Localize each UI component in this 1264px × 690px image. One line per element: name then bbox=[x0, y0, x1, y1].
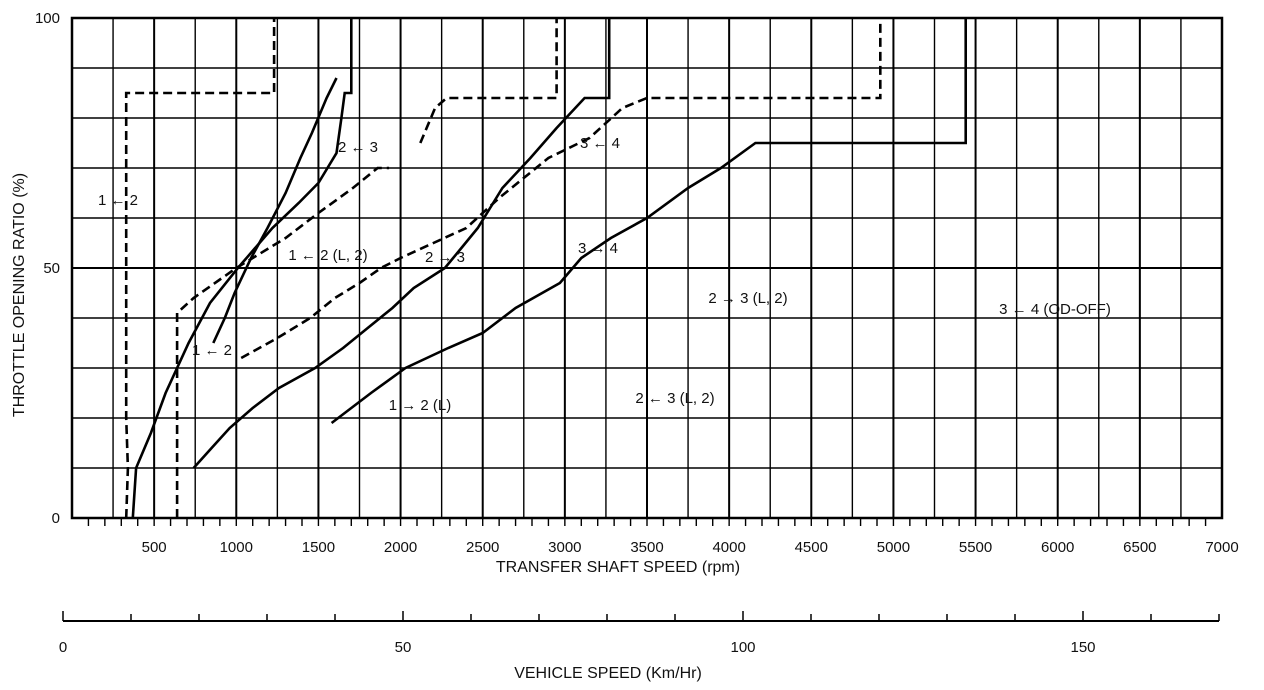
shift-line-8 bbox=[330, 18, 968, 425]
annotation-1-2-mid: 1 ← 2 bbox=[192, 342, 232, 359]
y-tick-label: 100 bbox=[35, 10, 60, 27]
x-tick-label: 1000 bbox=[220, 539, 253, 556]
x-tick-label: 5000 bbox=[877, 539, 910, 556]
x-tick-label: 4000 bbox=[712, 539, 745, 556]
annotation-3-4-down: 3 ← 4 bbox=[580, 135, 620, 152]
y-tick-label: 50 bbox=[43, 260, 60, 277]
x-tick-label: 1500 bbox=[302, 539, 335, 556]
labels: TRANSFER SHAFT SPEED (rpm) THROTTLE OPEN… bbox=[11, 135, 1111, 682]
grid bbox=[72, 18, 1222, 518]
shift-line-1 bbox=[124, 18, 276, 519]
annotation-1-2-l: 1 → 2 (L) bbox=[389, 397, 452, 414]
x-tick-label: 3000 bbox=[548, 539, 581, 556]
shift-line-3 bbox=[131, 18, 353, 519]
x-tick-label: 4500 bbox=[795, 539, 828, 556]
x-tick-label: 500 bbox=[142, 539, 167, 556]
annotation-3-4-up: 3 → 4 bbox=[578, 240, 618, 257]
shift-line-2 bbox=[175, 166, 390, 518]
annotation-2-3-l2-up: 2 → 3 (L, 2) bbox=[708, 290, 787, 307]
x2-tick-label: 150 bbox=[1070, 639, 1095, 656]
shift-line-7 bbox=[419, 18, 558, 144]
annotation-1-2-dashed-left: 1 ← 2 bbox=[98, 192, 138, 209]
x2-tick-label: 0 bbox=[59, 639, 67, 656]
x2-tick-label: 100 bbox=[730, 639, 755, 656]
shift-line-6 bbox=[192, 18, 611, 469]
series-group bbox=[124, 18, 968, 519]
shift-line-4 bbox=[212, 77, 338, 344]
annotation-1-2-l2: 1 ← 2 (L, 2) bbox=[288, 247, 367, 264]
x-tick-label: 3500 bbox=[630, 539, 663, 556]
x-tick-label: 2000 bbox=[384, 539, 417, 556]
x-tick-label: 6000 bbox=[1041, 539, 1074, 556]
annotation-2-3-l2-down: 2 ← 3 (L, 2) bbox=[635, 390, 714, 407]
shift-line-5 bbox=[240, 18, 882, 360]
axes: 500 1000 1500 2000 2500 3000 3500 4000 4500 5000 5… bbox=[35, 10, 1239, 656]
annotation-2-3-up: 2 → 3 bbox=[425, 249, 465, 266]
x2-tick-label: 50 bbox=[395, 639, 412, 656]
x-tick-label: 6500 bbox=[1123, 539, 1156, 556]
x-tick-label: 7000 bbox=[1205, 539, 1238, 556]
x2-axis-title: VEHICLE SPEED (Km/Hr) bbox=[514, 665, 702, 682]
x-axis-title: TRANSFER SHAFT SPEED (rpm) bbox=[496, 559, 740, 576]
x-tick-label: 5500 bbox=[959, 539, 992, 556]
y-tick-label: 0 bbox=[52, 510, 60, 527]
y-axis-title: THROTTLE OPENING RATIO (%) bbox=[11, 173, 28, 417]
annotation-2-3-down: 2 ← 3 bbox=[338, 139, 378, 156]
annotation-3-4-od-off: 3 ← 4 (OD-OFF) bbox=[999, 301, 1111, 318]
x-tick-label: 2500 bbox=[466, 539, 499, 556]
